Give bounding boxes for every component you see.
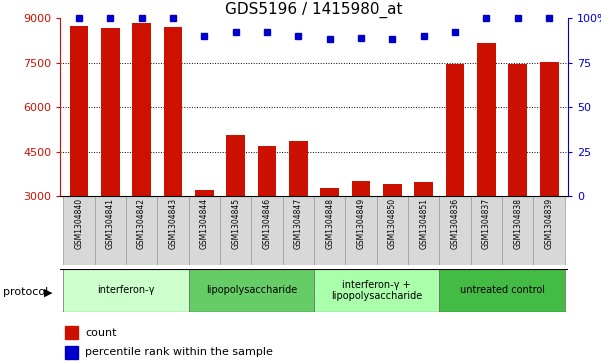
Bar — [163, 27, 182, 285]
Bar — [377, 196, 408, 265]
Bar — [439, 269, 565, 312]
Text: GSM1304837: GSM1304837 — [482, 198, 491, 249]
Text: interferon-γ +
lipopolysaccharide: interferon-γ + lipopolysaccharide — [331, 280, 423, 301]
Bar — [383, 184, 402, 285]
Bar — [502, 196, 534, 265]
Bar — [220, 196, 251, 265]
Bar — [65, 326, 78, 339]
Text: GSM1304848: GSM1304848 — [325, 198, 334, 249]
Title: GDS5196 / 1415980_at: GDS5196 / 1415980_at — [225, 2, 403, 18]
Bar — [320, 188, 339, 285]
Bar — [408, 196, 439, 265]
Bar — [540, 62, 558, 285]
Text: lipopolysaccharide: lipopolysaccharide — [206, 285, 297, 295]
Text: GSM1304849: GSM1304849 — [356, 198, 365, 249]
Bar — [132, 24, 151, 285]
Bar — [157, 196, 189, 265]
Bar — [189, 196, 220, 265]
Bar — [534, 196, 565, 265]
Bar — [70, 25, 88, 285]
Bar — [508, 64, 527, 285]
Text: ▶: ▶ — [44, 287, 52, 297]
Bar — [195, 190, 214, 285]
Text: percentile rank within the sample: percentile rank within the sample — [85, 347, 273, 357]
Text: GSM1304838: GSM1304838 — [513, 198, 522, 249]
Bar — [439, 196, 471, 265]
Text: GSM1304844: GSM1304844 — [200, 198, 209, 249]
Bar — [189, 269, 314, 312]
Text: GSM1304842: GSM1304842 — [137, 198, 146, 249]
Text: GSM1304839: GSM1304839 — [545, 198, 554, 249]
Bar — [126, 196, 157, 265]
Bar — [477, 43, 496, 285]
Bar — [63, 196, 94, 265]
Bar — [314, 196, 346, 265]
Bar — [289, 141, 308, 285]
Bar — [258, 146, 276, 285]
Bar — [414, 182, 433, 285]
Bar — [446, 64, 465, 285]
Text: interferon-γ: interferon-γ — [97, 285, 154, 295]
Bar — [101, 28, 120, 285]
Text: GSM1304845: GSM1304845 — [231, 198, 240, 249]
Text: GSM1304836: GSM1304836 — [451, 198, 460, 249]
Text: untreated control: untreated control — [460, 285, 545, 295]
Bar — [471, 196, 502, 265]
Bar — [226, 135, 245, 285]
Bar — [352, 181, 370, 285]
Text: GSM1304847: GSM1304847 — [294, 198, 303, 249]
Text: GSM1304850: GSM1304850 — [388, 198, 397, 249]
Text: GSM1304851: GSM1304851 — [419, 198, 429, 249]
Bar — [282, 196, 314, 265]
Text: GSM1304840: GSM1304840 — [75, 198, 84, 249]
Bar — [63, 269, 189, 312]
Text: GSM1304843: GSM1304843 — [168, 198, 177, 249]
Text: protocol: protocol — [3, 287, 48, 297]
Text: count: count — [85, 327, 117, 338]
Bar — [251, 196, 282, 265]
Bar — [346, 196, 377, 265]
Bar — [94, 196, 126, 265]
Bar — [65, 346, 78, 359]
Text: GSM1304841: GSM1304841 — [106, 198, 115, 249]
Bar — [314, 269, 439, 312]
Text: GSM1304846: GSM1304846 — [263, 198, 272, 249]
